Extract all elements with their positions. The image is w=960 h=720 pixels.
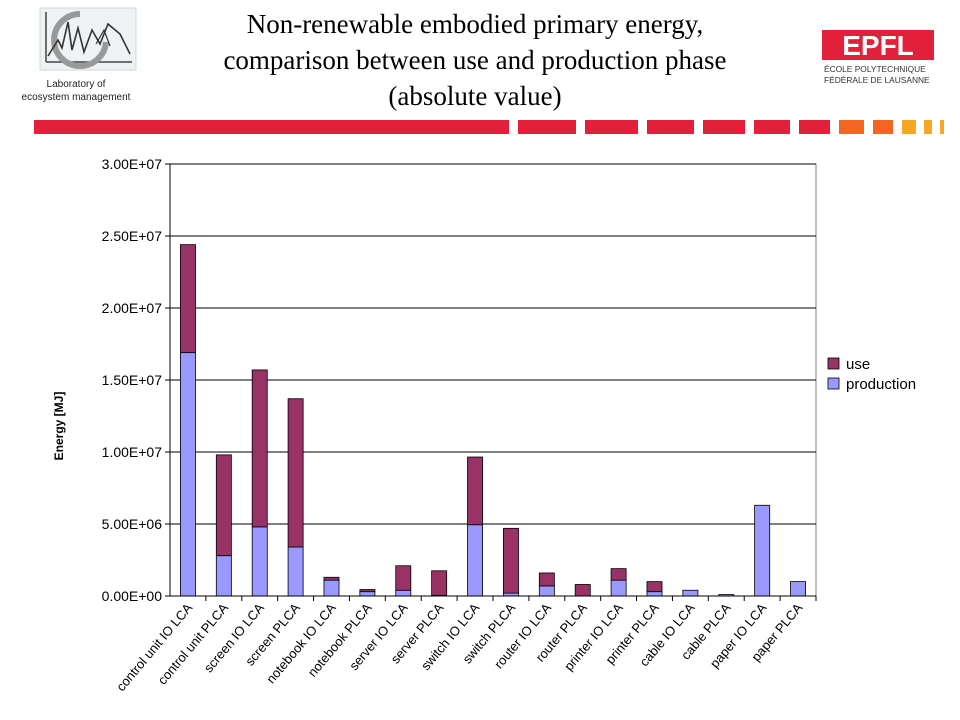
legend-swatch-use (827, 357, 840, 370)
lab-caption: Laboratory of ecosystem management (0, 78, 152, 104)
x-tick-label: notebook PLCA (305, 600, 375, 680)
title-line2: comparison between use and production ph… (223, 45, 727, 75)
page-title: Non-renewable embodied primary energy, c… (160, 6, 790, 114)
stacked-bar-chart: 0.00E+00 5.00E+06 1.00E+07 1.50E+07 2.00E+07… (52, 156, 916, 694)
epfl-logo-line1: ÉCOLE POLYTECHNIQUE (824, 64, 926, 74)
bar-production (395, 589, 412, 597)
bar-use (215, 454, 232, 557)
title-line1: Non-renewable embodied primary energy, (246, 9, 704, 39)
bar-use (610, 568, 627, 581)
bar-production (682, 589, 699, 597)
bar-production (359, 591, 376, 597)
legend-label-production: production (846, 376, 916, 393)
epfl-logo-mark: EPFL (842, 30, 914, 61)
y-tick-label: 2.50E+07 (102, 228, 163, 244)
bar-use (323, 576, 340, 581)
legend: use production (827, 356, 916, 393)
y-tick-label: 0.00E+00 (102, 588, 163, 604)
bar-use (467, 456, 483, 526)
epfl-logo: EPFL ÉCOLE POLYTECHNIQUE FÉDÉRALE DE LAU… (822, 30, 934, 85)
bar-production (180, 352, 196, 597)
bar-use (646, 581, 663, 593)
bar-use (431, 570, 448, 596)
bar-use (287, 398, 304, 548)
bar-use (395, 565, 412, 591)
bar-production (646, 591, 663, 597)
legend-label-use: use (846, 356, 870, 373)
lab-logo (39, 7, 137, 71)
bar-production (287, 546, 304, 597)
y-tick-label: 3.00E+07 (102, 156, 163, 172)
y-tick-label: 1.00E+07 (102, 444, 163, 460)
bar-production (538, 585, 555, 597)
bar-use (180, 244, 196, 354)
bar-use (538, 572, 555, 587)
bar-production (323, 579, 340, 597)
y-axis-label: Energy [MJ] (52, 392, 66, 461)
lab-caption-line2: ecosystem management (21, 92, 131, 103)
title-line3: (absolute value) (388, 81, 562, 111)
bar-use (574, 584, 591, 597)
bar-production (790, 581, 806, 597)
y-tick-label: 1.50E+07 (102, 372, 163, 388)
lab-caption-line1: Laboratory of (46, 79, 106, 90)
y-tick-label: 2.00E+07 (102, 300, 163, 316)
bar-production (467, 524, 483, 597)
bar-use (503, 527, 519, 594)
decorative-color-bar (34, 120, 944, 134)
epfl-logo-line2: FÉDÉRALE DE LAUSANNE (824, 75, 930, 85)
bar-production (754, 504, 771, 597)
y-tick-label: 5.00E+06 (102, 516, 163, 532)
bar-production (610, 579, 627, 597)
bar-production (215, 555, 232, 597)
bar-use (251, 369, 268, 528)
bar-use (359, 589, 376, 593)
bar-production (251, 526, 268, 597)
legend-swatch-production (827, 377, 840, 390)
